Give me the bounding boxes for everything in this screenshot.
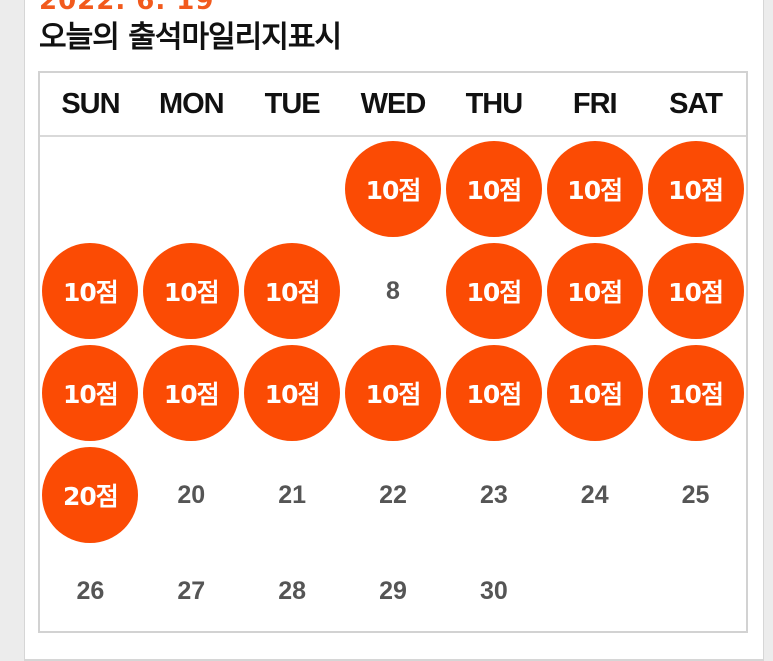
day-number: 28 [278, 576, 307, 605]
calendar-day-cell: 20 [141, 444, 242, 546]
weekday-fri: FRI [572, 88, 618, 120]
attendance-stamp: 10점 [445, 243, 542, 339]
day-number: 25 [681, 480, 710, 509]
calendar-day-cell: 24 [544, 444, 645, 546]
calendar-day-cell: 30 [443, 546, 544, 636]
calendar-day-cell: 10점 [645, 342, 746, 444]
calendar-day-cell: 22 [343, 444, 444, 546]
attendance-stamp: 10점 [647, 345, 744, 441]
calendar-day-cell: 10점 [544, 342, 645, 444]
weekday-sat: SAT [669, 88, 723, 120]
calendar-day-cell: 28 [242, 546, 343, 636]
attendance-stamp: 10점 [647, 243, 744, 339]
calendar-grid: 10점 10점 10점 10점 10점 10점 10점 8 10점 10점 10점 10점 10점 10점… [40, 137, 746, 636]
weekday-sun: SUN [61, 88, 120, 120]
calendar-day-cell: 8 [343, 240, 444, 342]
calendar-day-cell: 10점 [343, 342, 444, 444]
attendance-stamp: 10점 [445, 345, 542, 441]
calendar-day-cell: 10점 [242, 240, 343, 342]
calendar-day-cell [242, 138, 343, 240]
calendar-day-cell: 10점 [443, 240, 544, 342]
calendar-day-cell: 10점 [242, 342, 343, 444]
attendance-stamp: 10점 [143, 345, 240, 441]
day-number: 20 [177, 480, 206, 509]
page-title: 오늘의 출석마일리지표시 [39, 20, 342, 55]
calendar-day-cell [645, 546, 746, 636]
day-number: 21 [278, 480, 307, 509]
attendance-stamp: 10점 [647, 141, 744, 237]
day-number: 8 [386, 276, 400, 305]
attendance-stamp: 10점 [244, 243, 341, 339]
day-number: 22 [379, 480, 407, 509]
attendance-stamp: 10점 [344, 141, 441, 237]
day-number: 23 [479, 480, 508, 509]
day-number: 27 [177, 576, 206, 605]
weekday-tue: TUE [264, 88, 321, 120]
attendance-calendar: SUN MON TUE WED THU FRI SAT 10점 10점 10점 10점… [38, 71, 748, 633]
day-number: 26 [76, 576, 105, 605]
calendar-day-cell [141, 138, 242, 240]
calendar-day-cell: 10점 [40, 240, 141, 342]
card-bottom-divider [25, 659, 763, 661]
calendar-day-cell: 29 [343, 546, 444, 636]
day-number: 30 [479, 576, 508, 605]
calendar-day-cell: 10점 [141, 342, 242, 444]
attendance-stamp: 20점 [42, 447, 139, 543]
weekday-thu: THU [465, 88, 524, 120]
attendance-stamp: 10점 [244, 345, 341, 441]
calendar-day-cell: 23 [443, 444, 544, 546]
calendar-day-cell [544, 546, 645, 636]
attendance-stamp: 10점 [42, 345, 139, 441]
calendar-day-cell: 10점 [443, 342, 544, 444]
attendance-stamp: 10점 [344, 345, 441, 441]
calendar-day-cell: 10점 [645, 138, 746, 240]
attendance-card: 2022. 6. 19 오늘의 출석마일리지표시 SUN MON TUE WED… [24, 0, 764, 661]
day-number: 24 [580, 480, 609, 509]
calendar-day-cell [40, 138, 141, 240]
calendar-day-cell: 26 [40, 546, 141, 636]
calendar-day-cell: 10점 [645, 240, 746, 342]
attendance-stamp: 10점 [445, 141, 542, 237]
weekday-mon: MON [158, 88, 225, 120]
calendar-day-cell: 10점 [544, 240, 645, 342]
calendar-day-cell: 27 [141, 546, 242, 636]
calendar-day-cell: 21 [242, 444, 343, 546]
attendance-stamp: 10점 [546, 141, 643, 237]
weekday-wed: WED [360, 88, 427, 120]
calendar-day-cell: 10점 [141, 240, 242, 342]
attendance-stamp: 10점 [143, 243, 240, 339]
attendance-stamp: 10점 [546, 243, 643, 339]
calendar-day-cell: 10점 [40, 342, 141, 444]
calendar-day-cell: 10점 [343, 138, 444, 240]
calendar-day-cell: 10점 [544, 138, 645, 240]
attendance-stamp: 10점 [546, 345, 643, 441]
day-number: 29 [379, 576, 407, 605]
calendar-day-cell: 10점 [443, 138, 544, 240]
calendar-day-cell: 25 [645, 444, 746, 546]
calendar-day-cell: 20점 [40, 444, 141, 546]
current-date-label: 2022. 6. 19 [39, 0, 215, 16]
weekday-header: SUN MON TUE WED THU FRI SAT [40, 73, 746, 137]
attendance-stamp: 10점 [42, 243, 139, 339]
